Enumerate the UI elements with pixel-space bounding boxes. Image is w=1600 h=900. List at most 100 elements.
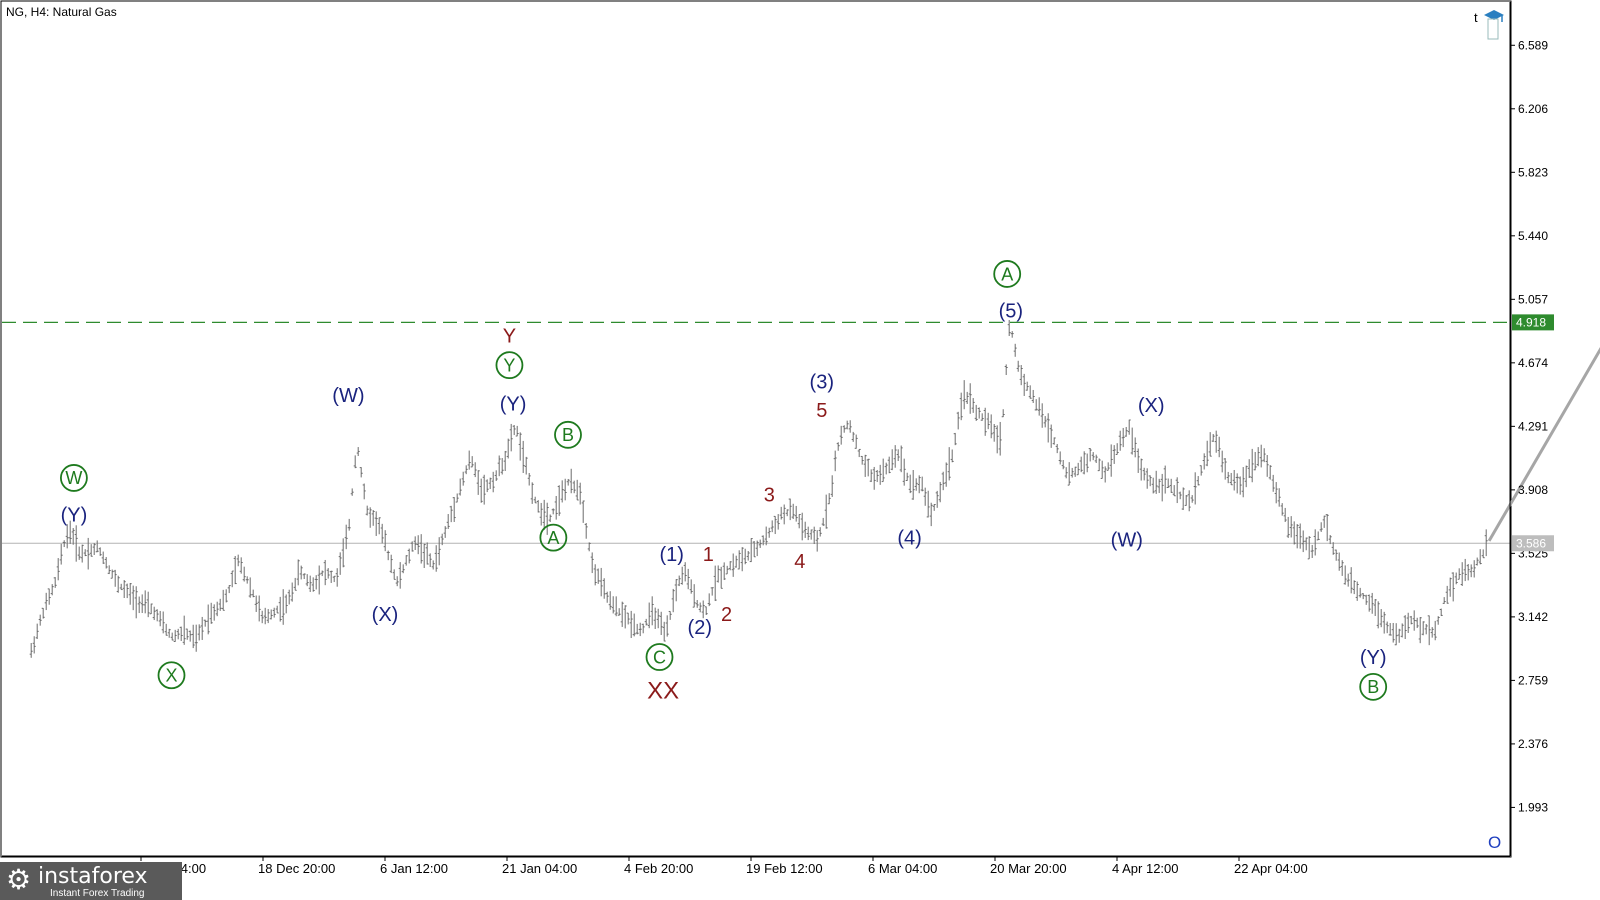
price-bar (224, 589, 228, 603)
price-bar (29, 642, 33, 658)
price-bar (347, 518, 351, 531)
price-bar (1481, 549, 1485, 559)
price-bar (860, 455, 864, 465)
price-bar (1019, 365, 1023, 386)
price-bar (1106, 462, 1110, 471)
price-bar (1124, 426, 1128, 437)
price-bar (1172, 485, 1176, 497)
price-bar (557, 485, 561, 516)
price-bar (50, 584, 54, 596)
price-bar (401, 564, 405, 574)
svg-text:B: B (1367, 677, 1379, 697)
price-bar (1463, 558, 1467, 582)
y-tick-label: 3.142 (1518, 610, 1548, 624)
price-bar (221, 589, 225, 611)
svg-text:(2): (2) (688, 617, 712, 639)
price-bar (101, 551, 105, 564)
price-bar (896, 449, 900, 462)
svg-text:(4): (4) (897, 528, 921, 550)
price-bar (968, 383, 972, 414)
price-bar (1313, 529, 1317, 556)
price-bar (1112, 445, 1116, 464)
price-bar (512, 425, 516, 436)
price-bar (194, 624, 198, 652)
price-bar (1388, 623, 1392, 636)
levels-layer (2, 321, 1510, 544)
price-bar (1043, 416, 1047, 428)
price-bar (158, 610, 162, 627)
price-bar (1430, 627, 1434, 638)
price-bar (509, 423, 513, 452)
price-bar (191, 624, 195, 649)
price-bar (698, 602, 702, 613)
price-bar (689, 579, 693, 594)
price-bar (803, 521, 807, 538)
price-bar (1280, 503, 1284, 516)
price-bar (284, 594, 288, 614)
price-bar (1334, 549, 1338, 561)
price-bar (128, 582, 132, 605)
price-bar (1406, 612, 1410, 634)
price-bar (1247, 459, 1251, 479)
price-bar (863, 454, 867, 477)
price-bar (695, 600, 699, 608)
price-bar (893, 445, 897, 468)
graduation-cap-icon[interactable] (1484, 10, 1504, 40)
price-bar (1358, 587, 1362, 598)
wave-label-circled: Y (495, 351, 524, 380)
price-bar (494, 470, 498, 481)
wave-label: 4 (794, 551, 805, 573)
price-bar (1199, 465, 1203, 476)
price-bar (659, 611, 663, 635)
price-bar (1349, 567, 1353, 594)
price-bar (578, 482, 582, 505)
price-bar (1148, 475, 1152, 487)
price-bar (44, 592, 48, 611)
price-bar (164, 623, 168, 636)
wave-label-circled: A (539, 523, 568, 552)
price-bar (1157, 478, 1161, 494)
price-bar (332, 575, 336, 583)
bottom-right-marker[interactable]: O (1488, 833, 1501, 852)
price-bar (353, 455, 357, 469)
price-bar (479, 478, 483, 503)
wave-label-circled: B (554, 420, 582, 449)
y-tick-label: 4.291 (1518, 419, 1548, 433)
x-tick-label: 18 Dec 20:00 (258, 861, 335, 876)
price-bar (740, 547, 744, 572)
price-bar (875, 469, 879, 483)
price-bar (473, 462, 477, 478)
price-bar (281, 589, 285, 625)
price-bar (806, 526, 810, 541)
price-bar (311, 577, 315, 592)
price-bar (752, 541, 756, 558)
price-bar (1304, 537, 1308, 551)
price-bar (422, 543, 426, 568)
wave-label: 3 (764, 485, 775, 507)
price-bar (209, 602, 213, 624)
price-bar (1376, 601, 1380, 629)
price-bar (551, 508, 555, 515)
price-bar (533, 496, 537, 504)
price-bar (650, 596, 654, 626)
price-bar (452, 497, 456, 522)
price-bar (170, 632, 174, 641)
price-bar (530, 482, 534, 504)
price-bar (1328, 535, 1332, 545)
svg-text:C: C (653, 647, 666, 667)
price-bar (749, 538, 753, 563)
y-tick-label: 5.057 (1518, 292, 1548, 306)
price-bar (1082, 451, 1086, 475)
price-bar (524, 456, 528, 475)
price-bar (1403, 615, 1407, 640)
svg-text:A: A (1001, 264, 1013, 284)
price-bar (827, 493, 831, 505)
price-bar (641, 623, 645, 634)
price-bar (176, 628, 180, 640)
price-bar (179, 626, 183, 641)
price-bar (218, 598, 222, 611)
price-bar (1028, 385, 1032, 399)
price-bar (110, 569, 114, 579)
